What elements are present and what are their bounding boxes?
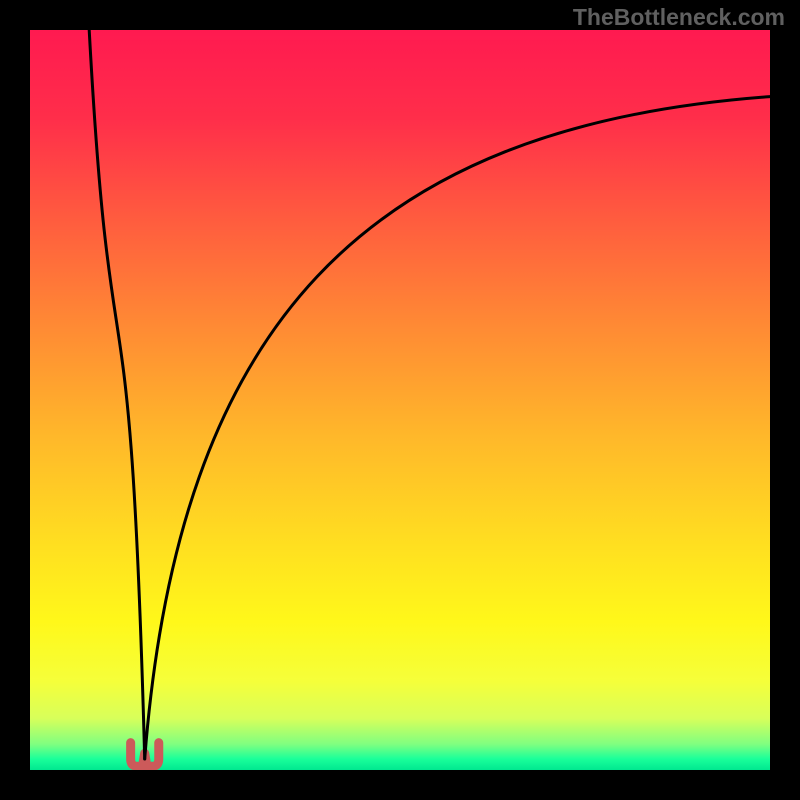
curve-right-branch <box>145 97 770 759</box>
chart-frame <box>0 0 800 800</box>
plot-area <box>30 30 770 770</box>
curve-overlay <box>30 30 770 770</box>
watermark-text: TheBottleneck.com <box>573 4 785 31</box>
valley-marker <box>131 743 159 767</box>
curve-left-branch <box>89 30 145 759</box>
